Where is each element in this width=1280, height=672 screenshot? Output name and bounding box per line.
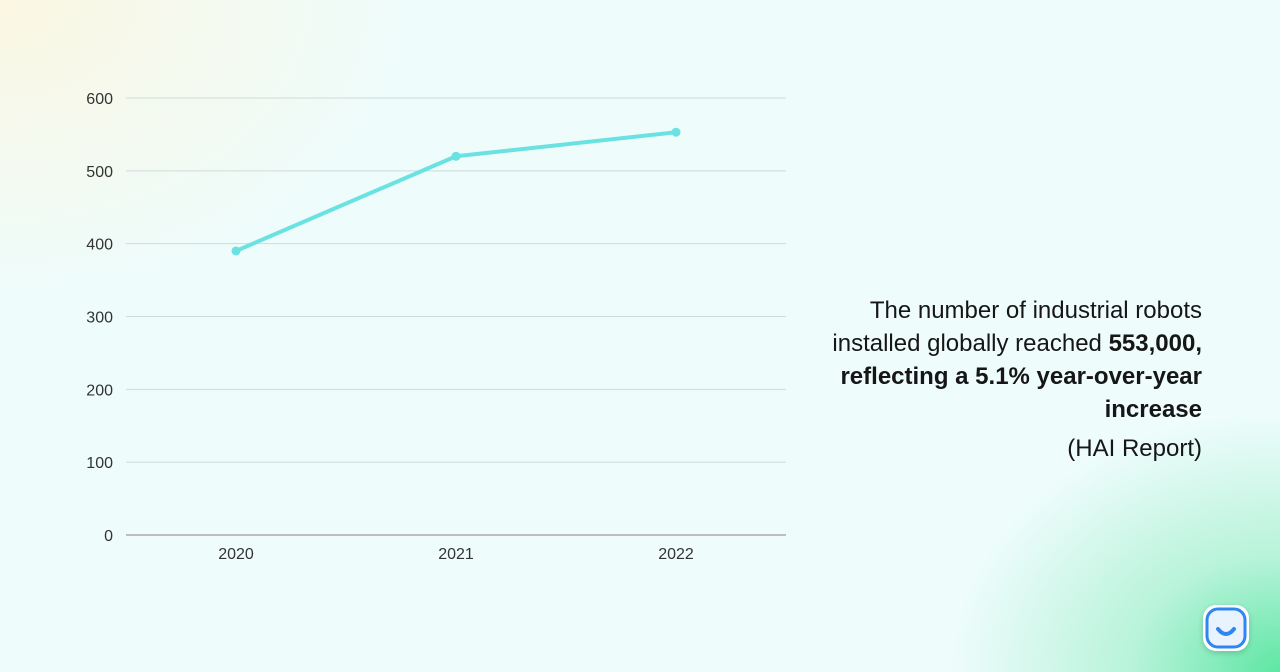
x-tick-label: 2021 bbox=[438, 546, 474, 563]
smile-logo-icon bbox=[1205, 607, 1247, 649]
app-logo bbox=[1203, 605, 1249, 651]
y-tick-label: 0 bbox=[104, 528, 113, 545]
data-point bbox=[231, 246, 241, 256]
series-line bbox=[234, 130, 678, 253]
y-tick-label: 600 bbox=[86, 91, 113, 108]
caption-text: The number of industrial robots installe… bbox=[832, 297, 1202, 357]
y-tick-label: 100 bbox=[86, 455, 113, 472]
chart-series bbox=[231, 127, 681, 256]
y-axis-ticks: 0 100 200 300 400 500 600 bbox=[86, 91, 113, 545]
caption-highlight: 553,000, reflecting a 5.1% year-over-yea… bbox=[840, 330, 1202, 423]
y-tick-label: 200 bbox=[86, 382, 113, 399]
chart-gridlines bbox=[126, 97, 786, 536]
chart-caption: The number of industrial robots installe… bbox=[802, 294, 1202, 465]
x-tick-label: 2022 bbox=[658, 546, 694, 563]
caption-source: (HAI Report) bbox=[1067, 435, 1202, 462]
y-tick-label: 400 bbox=[86, 237, 113, 254]
y-tick-label: 500 bbox=[86, 164, 113, 181]
x-tick-label: 2020 bbox=[218, 546, 254, 563]
line-chart: 0 100 200 300 400 500 600 2020 2021 2022 bbox=[86, 91, 786, 563]
x-axis-ticks: 2020 2021 2022 bbox=[218, 546, 694, 563]
y-tick-label: 300 bbox=[86, 310, 113, 327]
data-point bbox=[671, 127, 681, 137]
data-point bbox=[451, 151, 461, 161]
